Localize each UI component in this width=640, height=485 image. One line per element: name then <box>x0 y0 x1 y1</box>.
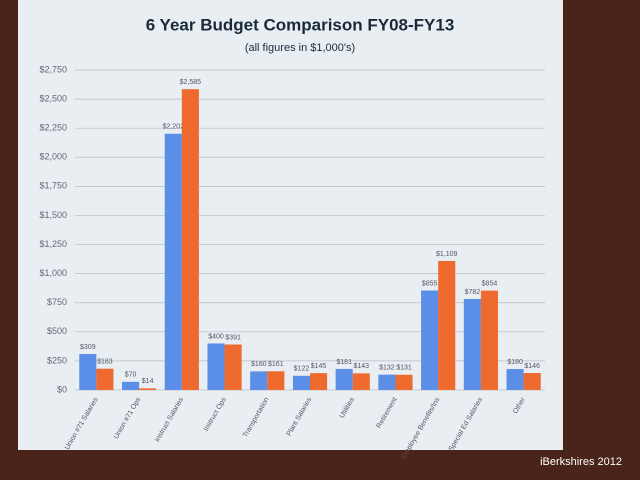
y-tick-label: $250 <box>47 355 67 365</box>
value-label: $2,202 <box>163 124 185 131</box>
bar <box>181 89 199 390</box>
value-label: $131 <box>396 365 412 372</box>
y-tick-label: $2,000 <box>39 152 67 162</box>
bar <box>438 260 456 390</box>
bar <box>463 299 481 390</box>
value-label: $854 <box>482 280 498 287</box>
value-label: $2,585 <box>180 79 202 86</box>
y-tick-label: $1,250 <box>39 239 67 249</box>
value-label: $855 <box>422 280 438 287</box>
value-label: $145 <box>311 363 327 370</box>
value-label: $782 <box>465 289 481 296</box>
value-label: $161 <box>268 361 284 368</box>
value-label: $391 <box>225 334 241 341</box>
value-label: $180 <box>507 359 523 366</box>
y-tick-label: $1,500 <box>39 210 67 220</box>
bar <box>506 369 524 390</box>
value-label: $146 <box>524 363 540 370</box>
y-tick-label: $1,000 <box>39 268 67 278</box>
bar <box>164 133 182 390</box>
y-tick-label: $500 <box>47 326 67 336</box>
watermark: iBerkshires 2012 <box>540 456 622 468</box>
bar <box>224 344 242 390</box>
value-label: $1,109 <box>436 251 458 258</box>
bar <box>421 290 439 390</box>
bar <box>395 374 413 390</box>
bar <box>207 343 225 390</box>
bar <box>96 368 114 390</box>
bar <box>79 354 97 390</box>
bar <box>335 368 353 390</box>
value-label: $132 <box>379 364 395 371</box>
bar <box>267 371 285 390</box>
value-label: $70 <box>125 372 137 379</box>
value-label: $309 <box>80 344 96 351</box>
y-tick-label: $750 <box>47 297 67 307</box>
chart-title: 6 Year Budget Comparison FY08-FY13 <box>146 15 455 34</box>
bar <box>139 388 157 390</box>
y-tick-label: $0 <box>57 384 67 394</box>
y-tick-label: $2,500 <box>39 93 67 103</box>
bar <box>352 373 370 390</box>
bar <box>310 373 328 390</box>
bar <box>378 374 396 390</box>
chart-subtitle: (all figures in $1,000's) <box>245 42 355 54</box>
value-label: $183 <box>97 359 113 366</box>
y-tick-label: $2,750 <box>39 64 67 74</box>
bar <box>250 371 268 390</box>
value-label: $122 <box>294 366 310 373</box>
y-tick-label: $1,750 <box>39 181 67 191</box>
bar <box>292 375 310 390</box>
value-label: $160 <box>251 361 267 368</box>
bar <box>523 373 541 390</box>
y-tick-label: $2,250 <box>39 123 67 133</box>
bar <box>122 381 140 390</box>
bar <box>480 290 498 390</box>
value-label: $143 <box>353 363 369 370</box>
value-label: $14 <box>142 378 154 385</box>
value-label: $181 <box>336 359 352 366</box>
value-label: $400 <box>208 333 224 340</box>
